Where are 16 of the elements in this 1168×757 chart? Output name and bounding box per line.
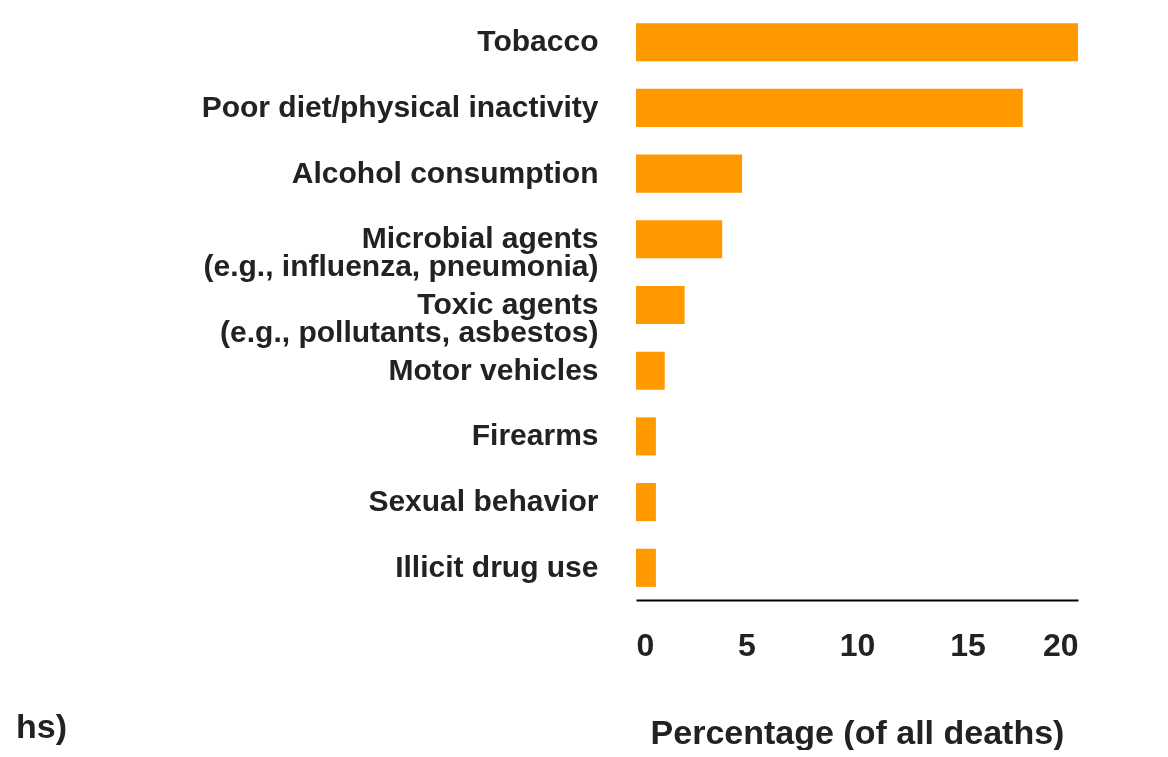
y-tick-label: Sexual behavior — [368, 484, 599, 518]
y-tick-label: Illicit drug use — [395, 549, 599, 583]
y-tick-label: Toxic agents (e.g., pollutants, asbestos) — [220, 287, 599, 348]
y-tick-label: Motor vehicles — [388, 352, 599, 386]
x-tick-label: 15 — [950, 626, 986, 663]
x-tick-label: 20 — [1042, 626, 1079, 663]
text: hs) — [16, 707, 67, 745]
y-tick-label: Tobacco — [477, 24, 599, 58]
x-tick-label: 10 — [839, 626, 876, 663]
y-tick-label: Firearms — [471, 418, 599, 452]
x-axis-title: Percentage (of all deaths) — [650, 712, 1065, 751]
y-tick-label: Microbial agents (e.g., influenza, pneumonia) — [203, 221, 599, 283]
x-tick-label: 0 — [636, 626, 655, 663]
y-tick-label: Alcohol consumption — [291, 155, 599, 189]
x-tick-label: 5 — [738, 626, 756, 663]
y-tick-label: Poor diet/physical inactivity — [201, 89, 599, 123]
